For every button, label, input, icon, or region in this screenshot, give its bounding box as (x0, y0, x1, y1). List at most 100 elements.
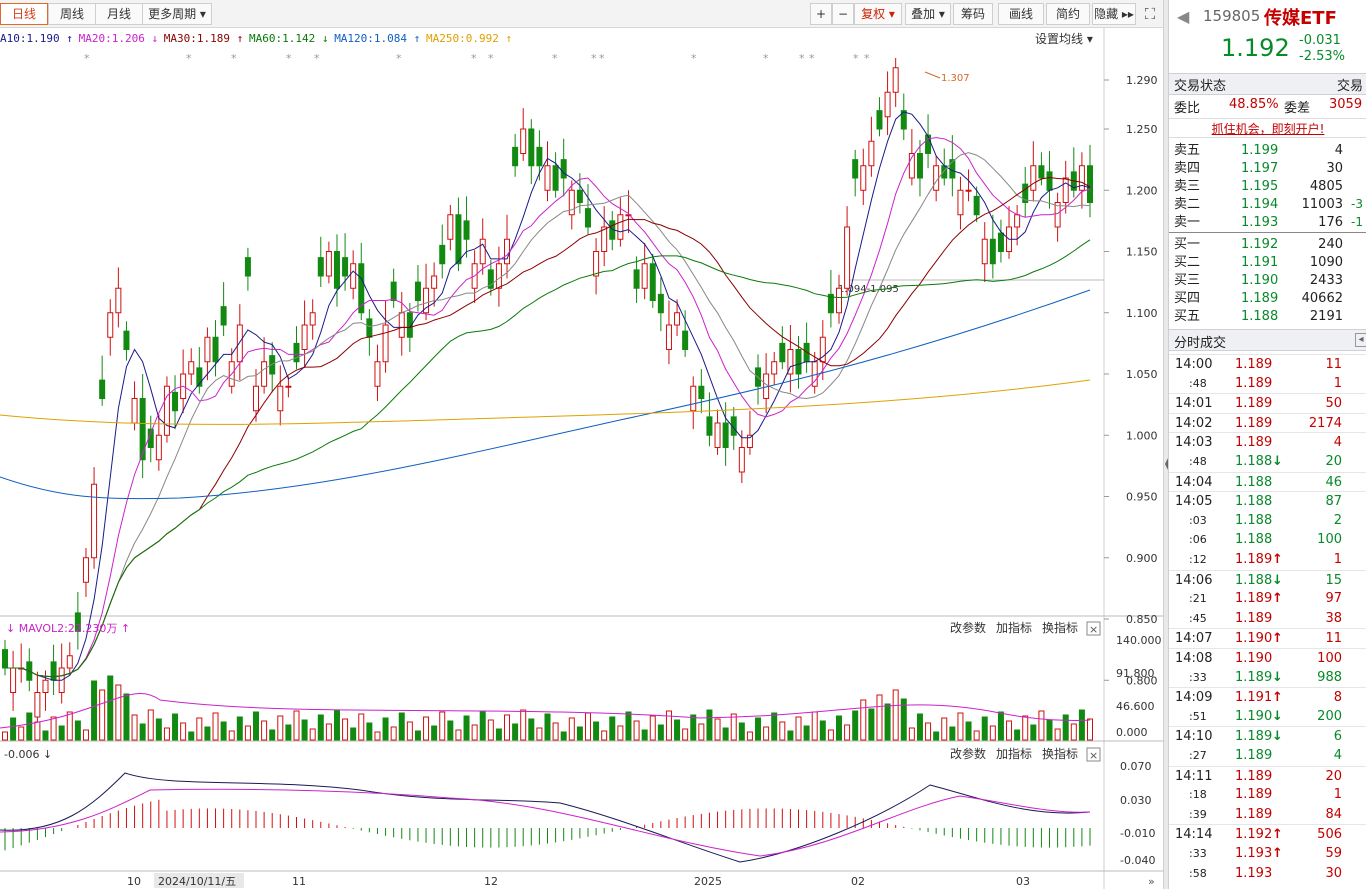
volume-bar (941, 717, 948, 741)
candle-body (941, 165, 948, 179)
volume-bar (690, 714, 697, 741)
toolbar-button-1[interactable]: − (832, 3, 854, 25)
toolbar-button-3[interactable]: 叠加 ▾ (905, 3, 951, 25)
candle-body (220, 306, 227, 326)
candle-body (641, 263, 648, 289)
scroll-right-icon: » (1148, 875, 1155, 888)
bid-row-3: 买四 1.189 40662 (1174, 291, 1343, 306)
volume-bar (285, 724, 292, 741)
period-tab-2[interactable]: 月线 (95, 3, 143, 25)
tick-row: :12 1.189 ↑ 1 (1189, 552, 1342, 567)
candle-body (900, 110, 907, 130)
volume-bar (520, 709, 527, 741)
volume-bar (811, 711, 818, 741)
vol-legend: ↓ MAVOL2:22.230万 ↑ (6, 622, 130, 635)
candle-body (876, 110, 883, 130)
date-label: 03 (1016, 875, 1030, 888)
vol-indicator-button: 加指标 (996, 620, 1032, 635)
candle-body (714, 422, 721, 448)
candle-body (487, 269, 494, 289)
candle-body (204, 336, 211, 363)
volume-bar (649, 715, 656, 741)
bid-row-1: 买二 1.191 1090 (1174, 255, 1343, 270)
candle-body (1062, 177, 1069, 203)
candle-body (860, 165, 867, 191)
event-star-icon: * (286, 52, 292, 65)
vol-ma-line (0, 692, 1091, 729)
candle-body (155, 434, 162, 461)
volume-bar (682, 728, 689, 741)
event-star-icon: * (691, 52, 697, 65)
volume-bar (544, 713, 551, 741)
volume-bar (398, 712, 405, 741)
candle-body (892, 67, 899, 93)
period-tab-3[interactable]: 更多周期 ▾ (142, 3, 212, 25)
kline-chart[interactable]: A10:1.190 ↑ MA20:1.206 ↓ MA30:1.189 ↑ MA60:… (0, 28, 1163, 889)
toolbar-button-7[interactable]: 隐藏 ▸▸ (1092, 3, 1136, 25)
volume-bar (844, 724, 851, 741)
volume-bar (755, 717, 762, 741)
stock-name: 传媒ETF (1264, 8, 1337, 29)
volume-bar (91, 680, 98, 741)
macd-panel: -0.006 ↓ 改参数 加指标 换指标 × 0.070 0.030 -0.010 -0.040 (0, 746, 1155, 867)
toolbar-button-4[interactable]: 筹码 (953, 3, 993, 25)
price-tick: 0.800 (1126, 674, 1158, 687)
volume-bar (601, 730, 608, 741)
candle-body (965, 189, 972, 192)
ticks-menu-icon[interactable]: ◂ (1355, 333, 1366, 347)
panel-splitter[interactable] (1163, 0, 1168, 889)
candle-body (309, 312, 316, 326)
tick-row: 14:02 1.189 2174 (1169, 412, 1366, 432)
ask-row-3: 卖二 1.194 11003 -3 (1174, 197, 1363, 212)
volume-bar (900, 698, 907, 741)
set-ma-button: 设置均线 ▾ (1035, 32, 1093, 46)
volume-bar (593, 721, 600, 741)
volume-bar (10, 717, 17, 741)
open-account-link[interactable]: 抓住机会，即刻开户! (1169, 118, 1366, 138)
candle-body (479, 238, 486, 265)
volume-bar (617, 725, 624, 741)
candle-body (536, 146, 543, 167)
volume-bar (463, 715, 470, 741)
volume-bar (342, 718, 349, 741)
volume-bar (730, 713, 737, 741)
volume-bar (309, 728, 316, 741)
ma-line (5, 111, 1091, 681)
candle-body (1046, 171, 1053, 191)
volume-bar (892, 689, 899, 741)
back-arrow-icon[interactable]: ◀ (1177, 7, 1190, 26)
tick-row: 14:08 1.190 100 (1169, 648, 1366, 667)
kline-chart-area[interactable]: A10:1.190 ↑ MA20:1.206 ↓ MA30:1.189 ↑ MA60:… (0, 28, 1163, 889)
price-tick: 1.150 (1126, 246, 1158, 259)
weibi-label: 委比 (1174, 101, 1201, 116)
candle-body (188, 361, 195, 375)
candle-body (933, 165, 940, 191)
volume-bar (58, 725, 65, 741)
toolbar-button-6[interactable]: 简约 (1046, 3, 1090, 25)
candle-body (91, 483, 98, 559)
candle-body (447, 214, 454, 240)
volume-bar (568, 717, 575, 741)
toolbar-button-5[interactable]: 画线 (998, 3, 1044, 25)
candle-body (236, 324, 243, 363)
volume-bar (115, 684, 122, 741)
volume-bar (860, 699, 867, 741)
volume-bar (779, 721, 786, 741)
tick-row: 14:01 1.189 50 (1169, 393, 1366, 412)
price-tick: 1.250 (1126, 123, 1158, 136)
candle-body (625, 214, 632, 217)
period-tab-0[interactable]: 日线 (0, 3, 48, 25)
candle-body (568, 189, 575, 216)
candle-body (916, 153, 923, 179)
toolbar-button-0[interactable]: + (810, 3, 832, 25)
candle-body (868, 140, 875, 167)
ma-legend-item: MA30:1.189 ↑ (164, 32, 243, 45)
macd-tick: 0.070 (1120, 760, 1152, 773)
period-tab-1[interactable]: 周线 (48, 3, 96, 25)
fullscreen-icon[interactable]: ⛶ (1144, 5, 1156, 23)
candle-body (455, 214, 462, 265)
toolbar-button-2[interactable]: 复权 ▾ (854, 3, 902, 25)
volume-bar (204, 726, 211, 741)
volume-panel: ↓ MAVOL2:22.230万 ↑ 改参数 加指标 换指标 × 140.000 91.80… (0, 620, 1162, 741)
macd-tick: -0.040 (1120, 854, 1155, 867)
